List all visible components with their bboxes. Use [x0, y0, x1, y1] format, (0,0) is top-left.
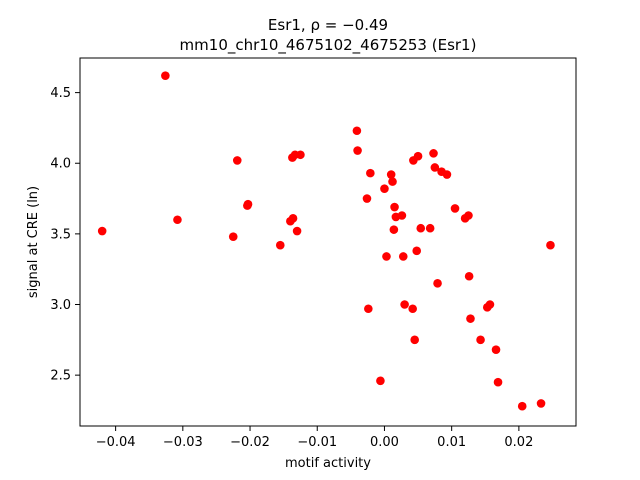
data-point-34: [413, 151, 423, 161]
data-point-16: [362, 194, 372, 203]
data-point-35: [416, 223, 426, 233]
data-point-1: [161, 71, 170, 80]
data-point-49: [485, 300, 495, 309]
data-point-21: [382, 252, 391, 261]
y-tick-label-4: 4.5: [50, 86, 71, 101]
data-point-15: [353, 146, 362, 155]
x-tick-label-6: 0.02: [504, 435, 533, 450]
data-point-33: [412, 246, 422, 256]
data-point-22: [386, 170, 396, 179]
x-tick-label-5: 0.01: [437, 435, 466, 450]
data-point-3: [228, 232, 238, 241]
data-point-36: [425, 223, 435, 233]
data-point-25: [390, 202, 399, 212]
data-point-14: [352, 126, 362, 136]
data-point-19: [376, 376, 385, 386]
data-point-52: [517, 401, 527, 411]
data-point-17: [364, 304, 373, 314]
y-tick-label-3: 4.0: [50, 157, 71, 172]
y-axis-ticks: 2.5 3.0 3.5 4.0 4.5: [50, 86, 80, 384]
x-axis-ticks: −0.04 −0.03 −0.02 −0.01 0.00 0.01 0.02: [96, 426, 533, 450]
x-tick-label-1: −0.03: [163, 435, 203, 450]
y-tick-label-0: 2.5: [50, 369, 71, 384]
data-point-2: [173, 215, 182, 225]
x-tick-label-4: 0.00: [370, 435, 399, 450]
data-point-38: [430, 163, 440, 172]
data-point-53: [536, 399, 546, 408]
data-point-46: [466, 314, 475, 323]
x-axis-label: motif activity: [285, 456, 371, 471]
x-tick-label-3: −0.01: [297, 435, 337, 450]
x-tick-label-2: −0.02: [230, 435, 270, 450]
plot-area-frame: [79, 57, 577, 427]
data-point-42: [450, 204, 460, 213]
data-point-12: [292, 226, 302, 236]
data-point-28: [398, 252, 408, 261]
data-point-45: [464, 271, 474, 281]
chart-title-line1: Esr1, ρ = −0.49: [268, 16, 388, 34]
data-point-29: [400, 300, 409, 309]
data-point-30: [408, 304, 417, 314]
data-point-54: [546, 240, 555, 250]
data-point-24: [389, 225, 399, 234]
data-point-13: [296, 150, 305, 160]
y-tick-label-2: 3.5: [50, 227, 71, 242]
y-axis-label: signal at CRE (ln): [26, 186, 41, 298]
data-point-9: [288, 214, 298, 223]
chart-title-line2: mm10_chr10_4675102_4675253 (Esr1): [180, 36, 477, 55]
data-point-32: [410, 335, 420, 345]
data-point-18: [366, 168, 375, 178]
y-tick-label-1: 3.0: [50, 298, 71, 313]
data-point-51: [493, 377, 503, 387]
data-point-37: [429, 149, 438, 158]
data-point-6: [243, 199, 253, 209]
data-point-47: [476, 335, 485, 345]
data-point-0: [97, 226, 107, 236]
data-point-44: [464, 211, 473, 220]
x-tick-label-0: −0.04: [96, 435, 136, 450]
scatter-points: [97, 71, 555, 411]
data-point-20: [380, 184, 389, 193]
data-point-27: [397, 211, 407, 220]
data-point-41: [442, 170, 452, 179]
data-point-7: [275, 240, 285, 250]
data-point-4: [232, 156, 242, 165]
data-point-23: [388, 177, 397, 186]
data-point-50: [491, 345, 501, 355]
data-point-39: [433, 279, 442, 288]
